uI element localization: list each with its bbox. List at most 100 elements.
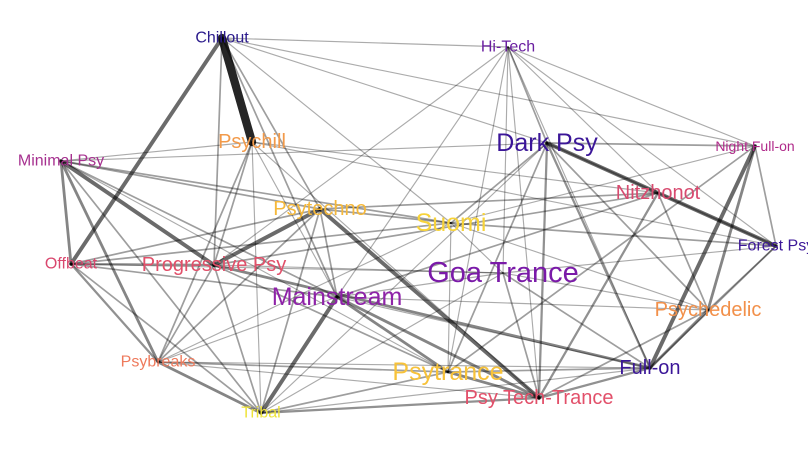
node-label-suomi[interactable]: Suomi bbox=[416, 209, 487, 237]
edge-psytrance-suomi bbox=[447, 222, 452, 373]
edge-psychedelic-goatrance bbox=[502, 272, 709, 311]
edge-psytechno-tribal bbox=[260, 208, 321, 414]
edge-minimalpsy-psychill bbox=[60, 141, 253, 162]
edge-minimalpsy-suomi bbox=[60, 160, 452, 224]
edge-minimalpsy-psytechno bbox=[60, 160, 321, 210]
edge-psychill-forestpsy bbox=[251, 141, 777, 247]
edge-minimalpsy-tribal bbox=[60, 160, 262, 414]
edge-offbeat-mainstream bbox=[70, 263, 338, 298]
edge-darkpsy-psytechtrance bbox=[537, 141, 549, 400]
edge-nitzhonot-psytechno bbox=[319, 192, 659, 210]
edge-chillout-offbeat bbox=[69, 36, 224, 266]
node-label-psybreaks[interactable]: Psybreaks bbox=[121, 354, 196, 371]
edge-hitech-darkpsy bbox=[507, 46, 548, 144]
edge-chillout-psychill bbox=[217, 33, 257, 147]
edge-psytrance-fullon bbox=[447, 367, 651, 373]
edge-fullon-psychedelic bbox=[648, 308, 710, 370]
edge-psytechtrance-goatrance bbox=[502, 272, 540, 399]
node-label-psychedelic[interactable]: Psychedelic bbox=[655, 299, 762, 321]
edge-hitech-psytrance bbox=[447, 46, 509, 373]
edge-darkpsy-suomi bbox=[450, 142, 548, 224]
edge-psytechno-psybreaks bbox=[157, 208, 321, 363]
edge-tribal-psytrance bbox=[260, 371, 449, 414]
node-label-darkpsy[interactable]: Dark Psy bbox=[496, 129, 598, 157]
node-label-tribal[interactable]: Tribal bbox=[241, 405, 280, 422]
edge-hitech-nitzhonot bbox=[507, 46, 659, 194]
edge-mainstream-psychedelic bbox=[336, 296, 709, 311]
edge-psytechtrance-fullon bbox=[537, 366, 652, 400]
edge-darkpsy-fullon bbox=[545, 141, 652, 370]
edge-psytechno-progressivepsy bbox=[212, 207, 322, 267]
edge-nightfullon-fullon bbox=[648, 144, 757, 370]
node-label-layer: Chillout Hi-Tech Psychill Dark Psy Night Ful… bbox=[18, 30, 808, 422]
edge-chillout-hitech bbox=[221, 37, 509, 48]
node-label-psytechno[interactable]: Psytechno bbox=[273, 198, 366, 220]
edge-darkpsy-minimalpsy bbox=[60, 142, 548, 162]
edge-nitzhonot-forestpsy bbox=[657, 192, 777, 247]
node-label-psytrance[interactable]: Psytrance bbox=[392, 358, 503, 386]
edge-offbeat-progressivepsy bbox=[69, 262, 216, 267]
edge-psybreaks-tribal bbox=[156, 360, 263, 415]
edge-psytrance-psytechtrance bbox=[446, 370, 541, 400]
edge-progressivepsy-goatrance bbox=[213, 264, 504, 274]
edge-chillout-progressivepsy bbox=[213, 37, 223, 266]
edge-hitech-nightfullon bbox=[507, 46, 756, 147]
edge-nitzhonot-psychedelic bbox=[657, 192, 709, 311]
edge-tribal-goatrance bbox=[260, 272, 504, 414]
node-label-forestpsy[interactable]: Forest Psy bbox=[738, 238, 808, 255]
edge-darkpsy-nitzhonot bbox=[546, 142, 659, 194]
edge-progressivepsy-psybreaks bbox=[157, 264, 215, 363]
edge-nightfullon-psychedelic bbox=[706, 144, 757, 312]
edge-minimalpsy-offbeat bbox=[59, 159, 73, 266]
node-label-psychill[interactable]: Psychill bbox=[218, 131, 286, 153]
edge-hitech-mainstream bbox=[336, 46, 509, 298]
edge-hitech-forestpsy bbox=[507, 46, 777, 247]
edge-nitzhonot-mainstream bbox=[336, 192, 659, 298]
edge-nitzhonot-progressivepsy bbox=[213, 192, 659, 266]
edge-hitech-goatrance bbox=[502, 46, 509, 274]
edge-mainstream-psytechtrance bbox=[335, 295, 541, 400]
edge-offbeat-tribal bbox=[70, 263, 262, 414]
edge-nightfullon-forestpsy bbox=[754, 145, 777, 247]
edge-fullon-goatrance bbox=[502, 272, 651, 369]
node-label-mainstream[interactable]: Mainstream bbox=[272, 283, 403, 311]
edge-minimalpsy-mainstream bbox=[60, 160, 338, 298]
edge-psychill-mainstream bbox=[251, 141, 338, 298]
node-label-chillout[interactable]: Chillout bbox=[195, 30, 249, 47]
edge-psybreaks-fullon bbox=[157, 361, 651, 369]
edge-offbeat-psytechno bbox=[70, 208, 321, 265]
node-label-psytechtrance[interactable]: Psy Tech-Trance bbox=[465, 387, 614, 409]
node-label-nitzhonot[interactable]: Nitzhonot bbox=[616, 182, 701, 204]
edge-chillout-mainstream bbox=[221, 37, 338, 298]
edge-minimalpsy-psytrance bbox=[60, 160, 449, 373]
edge-hitech-fullon bbox=[507, 46, 651, 369]
node-label-offbeat[interactable]: Offbeat bbox=[45, 256, 98, 273]
edge-hitech-progressivepsy bbox=[213, 46, 509, 266]
node-label-hitech[interactable]: Hi-Tech bbox=[481, 39, 535, 56]
edge-psytechtrance-psychedelic bbox=[538, 309, 709, 399]
node-label-fullon[interactable]: Full-on bbox=[619, 357, 680, 379]
edge-darkpsy-forestpsy bbox=[545, 141, 778, 248]
edge-darkpsy-tribal bbox=[260, 142, 548, 414]
edge-progressivepsy-tribal bbox=[213, 264, 262, 414]
edge-offbeat-suomi bbox=[70, 222, 452, 265]
edge-chillout-psytechno bbox=[221, 37, 321, 210]
node-label-progressivepsy[interactable]: Progressive Psy bbox=[142, 254, 287, 276]
edge-chillout-nightfullon bbox=[221, 37, 756, 147]
edge-goatrance-forestpsy bbox=[502, 245, 777, 274]
edge-psybreaks-psytrance bbox=[157, 361, 449, 373]
edge-progressivepsy-psytrance bbox=[213, 264, 449, 373]
edge-darkpsy-psychedelic bbox=[546, 142, 709, 311]
edge-tribal-fullon bbox=[260, 367, 651, 414]
node-label-nightfullon[interactable]: Night Full-on bbox=[715, 138, 794, 154]
edge-suomi-psychedelic bbox=[450, 222, 709, 311]
edge-fullon-forestpsy bbox=[649, 245, 777, 369]
edge-psychill-progressivepsy bbox=[213, 141, 253, 266]
edge-offbeat-goatrance bbox=[70, 263, 504, 274]
edge-layer bbox=[59, 33, 778, 415]
node-label-goatrance[interactable]: Goa Trance bbox=[427, 257, 579, 289]
edge-progressivepsy-fullon bbox=[212, 263, 652, 370]
edge-psytechno-suomi bbox=[319, 208, 452, 224]
node-label-minimalpsy[interactable]: Minimal Psy bbox=[18, 153, 104, 170]
edge-psychill-psytechtrance bbox=[251, 141, 540, 399]
